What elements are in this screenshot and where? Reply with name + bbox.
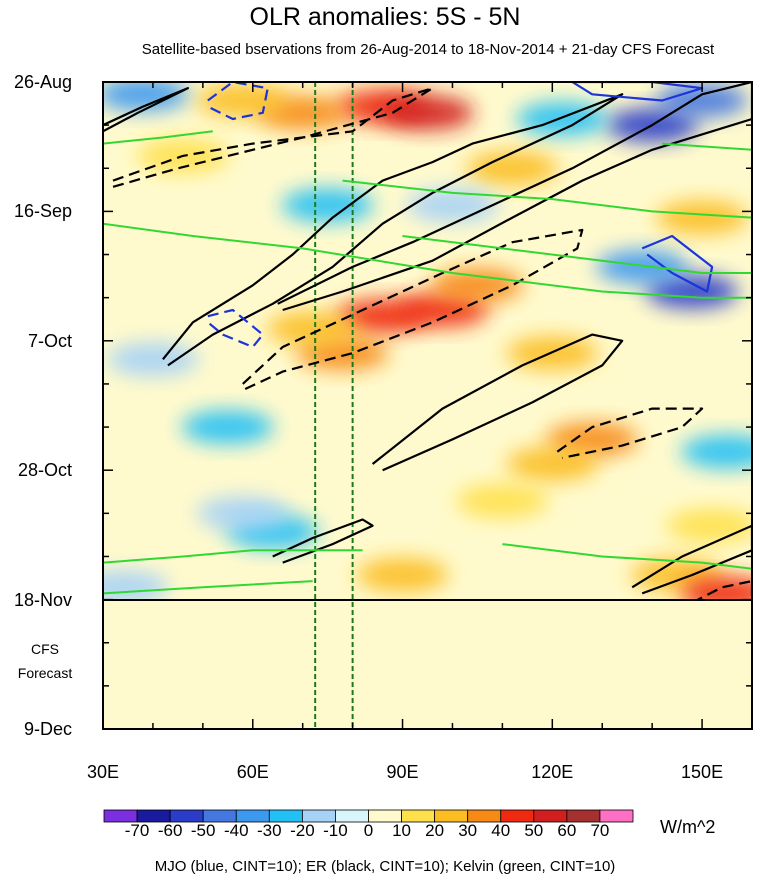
forecast-label-line2: Forecast xyxy=(17,665,73,681)
anomaly-blob xyxy=(596,249,689,284)
colorbar-label: 50 xyxy=(524,821,544,840)
colorbar xyxy=(103,809,634,823)
x-tick-label: 60E xyxy=(236,762,269,782)
kelvin-contour xyxy=(103,549,363,564)
y-tick-label: 26-Aug xyxy=(13,72,72,92)
anomaly-blob xyxy=(181,410,274,445)
er-contour xyxy=(242,228,584,392)
x-ticks xyxy=(102,82,753,729)
anomaly-blob xyxy=(506,447,599,482)
x-tick-label: 90E xyxy=(386,762,419,782)
anomaly-blob xyxy=(196,496,289,531)
anomaly-blob xyxy=(381,95,474,130)
reference-lines xyxy=(314,82,354,729)
y-tick-label: 7-Oct xyxy=(27,330,72,351)
colorbar-label: -10 xyxy=(323,821,348,840)
anomaly-blob xyxy=(431,268,524,303)
anomaly-blob xyxy=(456,484,549,519)
mjo-contour xyxy=(571,82,704,102)
forecast-region xyxy=(103,600,752,729)
colorbar-label: 70 xyxy=(590,821,610,840)
colorbar-swatch xyxy=(599,809,634,823)
colorbar-label: 40 xyxy=(491,821,511,840)
anomaly-blob xyxy=(646,274,739,309)
anomaly-blob xyxy=(266,311,359,346)
kelvin-contour xyxy=(502,543,752,570)
er-contour xyxy=(277,82,752,312)
kelvin-contour xyxy=(103,222,752,299)
anomaly-blob xyxy=(666,508,752,543)
anomaly-blob xyxy=(196,83,289,118)
colorbar-label: 20 xyxy=(425,821,445,840)
anomaly-blob xyxy=(106,342,199,377)
er-contour xyxy=(162,93,624,367)
colorbar-label: 60 xyxy=(557,821,577,840)
er-contour xyxy=(371,333,624,472)
er-contour xyxy=(272,518,374,564)
x-tick-label: 120E xyxy=(531,762,574,782)
anomaly-blob xyxy=(281,188,374,223)
mjo-contour xyxy=(641,234,714,293)
forecast-label-line1: CFS xyxy=(31,641,59,657)
colorbar-label: -60 xyxy=(157,821,183,840)
colorbar-label: -50 xyxy=(190,821,216,840)
anomaly-blob xyxy=(466,151,559,186)
colorbar-label: -40 xyxy=(223,821,249,840)
kelvin-contour xyxy=(402,235,752,274)
anomaly-blob xyxy=(681,576,752,600)
chart-title: OLR anomalies: 5S - 5N xyxy=(249,3,521,31)
anomaly-blob xyxy=(681,434,752,469)
colorbar-label: 30 xyxy=(458,821,478,840)
plot-frame xyxy=(102,81,753,730)
anomaly-blob xyxy=(656,200,749,235)
colorbar-units: W/m^2 xyxy=(660,817,716,837)
y-tick-label: 28-Oct xyxy=(17,460,72,481)
kelvin-contour xyxy=(662,142,752,151)
contour-caption: MJO (blue, CINT=10); ER (black, CINT=10)… xyxy=(154,858,616,875)
y-tick-label: 16-Sep xyxy=(13,201,72,222)
contours xyxy=(103,82,752,600)
y-ticks xyxy=(103,81,752,730)
x-tick-label: 150E xyxy=(681,762,724,782)
y-tick-label: 9-Dec xyxy=(23,719,72,739)
anomaly-blob xyxy=(546,422,639,457)
kelvin-contour xyxy=(103,580,313,595)
er-contour xyxy=(112,87,434,188)
kelvin-contour xyxy=(342,179,752,219)
anomaly-blob xyxy=(356,557,449,592)
colorbar-label: -30 xyxy=(257,821,282,840)
kelvin-contour xyxy=(103,130,213,145)
chart-subtitle: Satellite-based bservations from 26-Aug-… xyxy=(141,41,715,58)
y-tick-label: 18-Nov xyxy=(13,589,72,610)
er-contour xyxy=(694,579,752,600)
x-tick-label: 30E xyxy=(86,762,120,782)
colorbar-label: -20 xyxy=(290,821,315,840)
er-contour xyxy=(556,407,704,459)
anomaly-blob xyxy=(103,82,189,112)
mjo-contour xyxy=(207,308,264,349)
colorbar-label: -70 xyxy=(124,821,150,840)
mjo-contour xyxy=(207,82,269,121)
colorbar-label: 0 xyxy=(363,821,374,840)
anomaly-blob xyxy=(516,101,609,136)
er-contour xyxy=(103,87,189,133)
colorbar-label: 10 xyxy=(392,821,412,840)
